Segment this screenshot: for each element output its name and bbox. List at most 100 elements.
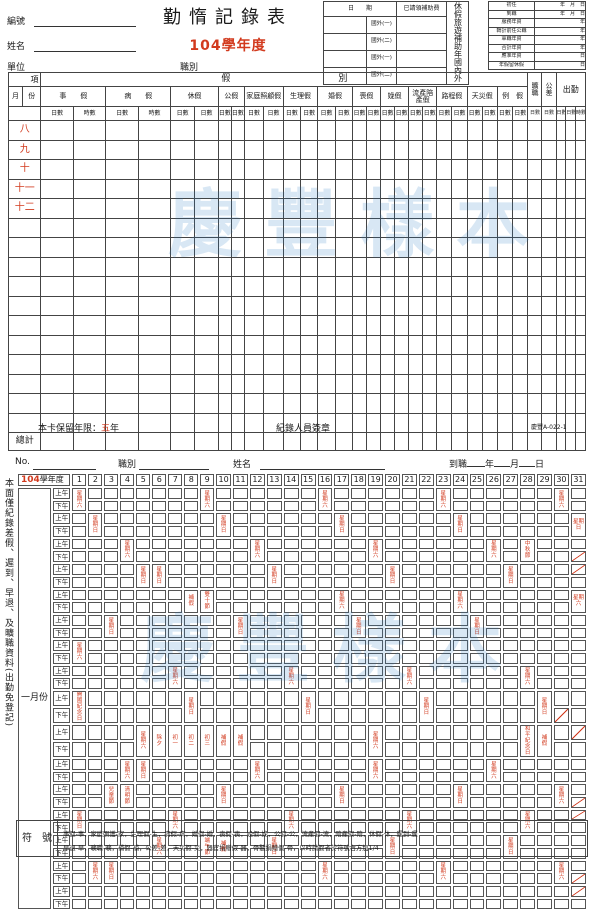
grid-cell[interactable] <box>243 120 265 141</box>
grid-cell[interactable] <box>436 334 453 355</box>
calendar-cell[interactable] <box>554 691 569 706</box>
calendar-cell[interactable] <box>520 835 536 846</box>
calendar-cell[interactable] <box>200 576 215 588</box>
calendar-cell[interactable] <box>435 538 451 550</box>
calendar-cell[interactable] <box>233 847 248 859</box>
calendar-cell[interactable] <box>168 551 183 563</box>
subsidy-cell[interactable] <box>396 15 448 34</box>
calendar-cell[interactable] <box>317 513 333 525</box>
grid-cell[interactable] <box>217 412 232 433</box>
calendar-cell[interactable] <box>401 627 417 639</box>
calendar-cell[interactable] <box>200 678 215 689</box>
grid-cell[interactable] <box>394 159 410 180</box>
calendar-cell[interactable] <box>266 742 282 757</box>
grid-cell[interactable] <box>263 198 284 219</box>
grid-cell[interactable] <box>243 256 265 277</box>
grid-cell[interactable] <box>565 159 577 180</box>
grid-cell[interactable] <box>394 412 410 433</box>
calendar-cell[interactable] <box>283 860 299 872</box>
calendar-cell[interactable] <box>283 513 299 525</box>
calendar-cell[interactable] <box>168 538 183 550</box>
calendar-cell[interactable] <box>249 797 265 808</box>
grid-cell[interactable] <box>527 393 543 414</box>
grid-cell[interactable] <box>481 139 498 160</box>
calendar-cell[interactable] <box>104 691 119 706</box>
calendar-cell[interactable] <box>200 797 215 808</box>
calendar-cell[interactable] <box>520 708 536 723</box>
grid-cell[interactable] <box>451 354 468 375</box>
grid-cell[interactable] <box>105 256 139 277</box>
grid-cell[interactable] <box>555 393 567 414</box>
calendar-cell[interactable] <box>418 742 434 757</box>
calendar-cell[interactable] <box>317 885 333 897</box>
grid-cell[interactable] <box>282 276 302 297</box>
grid-cell[interactable] <box>565 139 577 160</box>
calendar-cell[interactable] <box>266 885 282 897</box>
grid-cell[interactable] <box>72 393 107 414</box>
grid-cell[interactable] <box>334 198 353 219</box>
calendar-cell[interactable] <box>368 708 384 723</box>
grid-cell[interactable] <box>436 315 453 336</box>
calendar-cell[interactable] <box>334 885 350 897</box>
grid-cell[interactable] <box>422 276 438 297</box>
calendar-cell[interactable] <box>233 564 248 575</box>
calendar-cell[interactable] <box>72 602 87 613</box>
grid-cell[interactable] <box>217 237 232 258</box>
calendar-cell[interactable] <box>469 860 485 872</box>
grid-cell[interactable] <box>511 120 529 141</box>
grid-cell[interactable] <box>40 373 74 394</box>
calendar-cell[interactable] <box>351 564 367 575</box>
calendar-cell[interactable] <box>503 708 519 723</box>
calendar-cell[interactable] <box>486 898 502 910</box>
grid-cell[interactable] <box>408 139 424 160</box>
calendar-cell[interactable] <box>351 759 367 770</box>
grid-cell[interactable] <box>137 295 172 316</box>
calendar-cell[interactable] <box>88 691 103 706</box>
grid-cell[interactable] <box>72 256 107 277</box>
calendar-cell[interactable] <box>249 602 265 613</box>
calendar-cell[interactable] <box>88 627 103 639</box>
calendar-cell[interactable] <box>88 784 103 796</box>
grid-cell[interactable] <box>300 256 319 277</box>
calendar-cell[interactable] <box>401 725 417 740</box>
calendar-cell[interactable] <box>168 652 183 664</box>
calendar-cell[interactable] <box>216 759 232 770</box>
calendar-cell[interactable] <box>351 771 367 783</box>
grid-cell[interactable] <box>334 178 353 199</box>
grid-cell[interactable] <box>541 217 557 238</box>
grid-cell[interactable] <box>317 217 336 238</box>
calendar-cell[interactable] <box>136 627 151 639</box>
calendar-cell[interactable] <box>104 488 119 499</box>
grid-cell[interactable] <box>541 237 557 258</box>
calendar-cell[interactable] <box>435 589 451 601</box>
grid-cell[interactable] <box>365 412 382 433</box>
calendar-cell[interactable] <box>216 614 232 626</box>
calendar-cell[interactable] <box>184 576 199 588</box>
calendar-cell[interactable] <box>168 526 183 537</box>
calendar-cell[interactable] <box>72 551 87 563</box>
calendar-cell[interactable] <box>104 678 119 689</box>
grid-cell[interactable] <box>137 354 172 375</box>
subsidy-cell[interactable] <box>396 49 448 68</box>
calendar-cell[interactable] <box>233 513 248 525</box>
calendar-cell[interactable] <box>435 708 451 723</box>
grid-cell[interactable] <box>365 393 382 414</box>
calendar-cell[interactable] <box>537 847 552 859</box>
calendar-cell[interactable] <box>368 809 384 821</box>
calendar-cell[interactable] <box>435 564 451 575</box>
calendar-cell[interactable] <box>88 898 103 910</box>
grid-cell[interactable] <box>422 139 438 160</box>
calendar-cell[interactable] <box>104 708 119 723</box>
calendar-cell[interactable] <box>216 538 232 550</box>
calendar-cell[interactable] <box>351 809 367 821</box>
calendar-cell[interactable] <box>570 500 586 512</box>
calendar-cell[interactable] <box>88 847 103 859</box>
grid-cell[interactable] <box>137 276 172 297</box>
grid-cell[interactable] <box>137 334 172 355</box>
grid-cell[interactable] <box>575 120 586 141</box>
calendar-cell[interactable] <box>503 500 519 512</box>
calendar-cell[interactable] <box>300 742 316 757</box>
calendar-cell[interactable] <box>368 526 384 537</box>
calendar-cell[interactable] <box>368 860 384 872</box>
calendar-cell[interactable] <box>283 759 299 770</box>
